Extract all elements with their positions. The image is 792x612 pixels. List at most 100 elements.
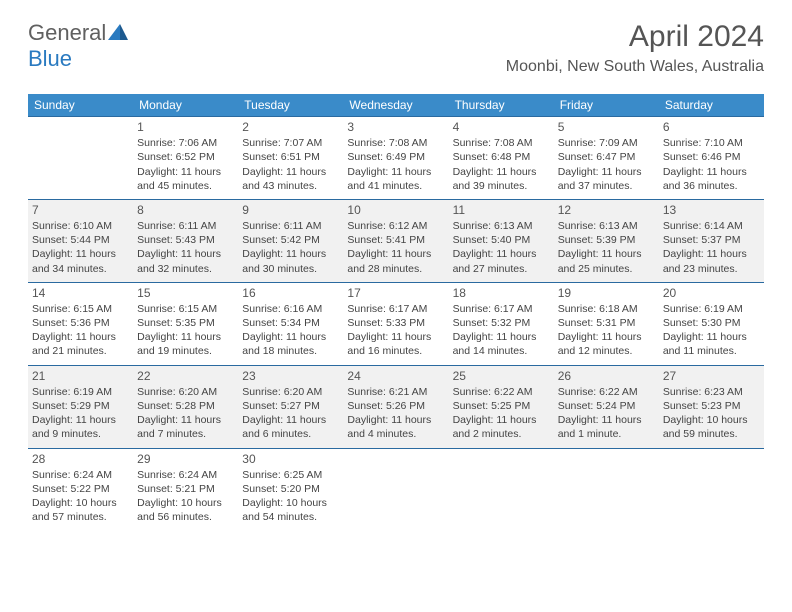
day-info-line: Daylight: 11 hours bbox=[453, 247, 550, 261]
day-info-line: and 18 minutes. bbox=[242, 344, 339, 358]
day-info-line: Sunrise: 6:25 AM bbox=[242, 468, 339, 482]
day-info-line: and 23 minutes. bbox=[663, 262, 760, 276]
day-info-line: and 39 minutes. bbox=[453, 179, 550, 193]
calendar-day-cell: 3Sunrise: 7:08 AMSunset: 6:49 PMDaylight… bbox=[343, 117, 448, 200]
day-info-line: Daylight: 10 hours bbox=[137, 496, 234, 510]
day-info-line: Sunrise: 6:12 AM bbox=[347, 219, 444, 233]
day-info-line: Daylight: 11 hours bbox=[242, 413, 339, 427]
day-info-line: and 19 minutes. bbox=[137, 344, 234, 358]
day-info-line: Sunset: 5:30 PM bbox=[663, 316, 760, 330]
day-info-line: and 54 minutes. bbox=[242, 510, 339, 524]
day-info-line: Sunrise: 6:20 AM bbox=[242, 385, 339, 399]
day-info-line: Daylight: 10 hours bbox=[32, 496, 129, 510]
month-title: April 2024 bbox=[506, 20, 764, 54]
day-info-line: Sunrise: 6:21 AM bbox=[347, 385, 444, 399]
calendar-day-cell: 14Sunrise: 6:15 AMSunset: 5:36 PMDayligh… bbox=[28, 282, 133, 365]
day-number: 18 bbox=[453, 285, 550, 301]
day-info-line: Sunset: 5:20 PM bbox=[242, 482, 339, 496]
calendar-body: 1Sunrise: 7:06 AMSunset: 6:52 PMDaylight… bbox=[28, 117, 764, 531]
day-info-line: Sunset: 6:49 PM bbox=[347, 150, 444, 164]
day-info-line: Daylight: 11 hours bbox=[558, 247, 655, 261]
day-info-line: Sunrise: 6:24 AM bbox=[32, 468, 129, 482]
day-info-line: Daylight: 11 hours bbox=[32, 413, 129, 427]
calendar-week: 1Sunrise: 7:06 AMSunset: 6:52 PMDaylight… bbox=[28, 117, 764, 200]
day-info-line: and 14 minutes. bbox=[453, 344, 550, 358]
day-number: 30 bbox=[242, 451, 339, 467]
day-info-line: Daylight: 11 hours bbox=[453, 330, 550, 344]
day-info-line: Sunset: 5:21 PM bbox=[137, 482, 234, 496]
day-info-line: Sunrise: 7:08 AM bbox=[453, 136, 550, 150]
day-info-line: Sunrise: 6:15 AM bbox=[137, 302, 234, 316]
day-info-line: Daylight: 11 hours bbox=[663, 247, 760, 261]
day-number: 5 bbox=[558, 119, 655, 135]
day-number: 3 bbox=[347, 119, 444, 135]
calendar-day-cell: 19Sunrise: 6:18 AMSunset: 5:31 PMDayligh… bbox=[554, 282, 659, 365]
day-info-line: and 12 minutes. bbox=[558, 344, 655, 358]
day-info-line: Daylight: 11 hours bbox=[663, 165, 760, 179]
calendar-day-cell: 5Sunrise: 7:09 AMSunset: 6:47 PMDaylight… bbox=[554, 117, 659, 200]
calendar-day-cell: 1Sunrise: 7:06 AMSunset: 6:52 PMDaylight… bbox=[133, 117, 238, 200]
day-number: 28 bbox=[32, 451, 129, 467]
day-info-line: Sunset: 6:51 PM bbox=[242, 150, 339, 164]
day-number: 7 bbox=[32, 202, 129, 218]
day-info-line: and 30 minutes. bbox=[242, 262, 339, 276]
day-info-line: Sunrise: 7:09 AM bbox=[558, 136, 655, 150]
calendar-day-cell: 21Sunrise: 6:19 AMSunset: 5:29 PMDayligh… bbox=[28, 365, 133, 448]
calendar-empty-cell bbox=[28, 117, 133, 200]
day-info-line: Sunset: 5:37 PM bbox=[663, 233, 760, 247]
day-info-line: Sunrise: 7:06 AM bbox=[137, 136, 234, 150]
day-info-line: Daylight: 11 hours bbox=[137, 247, 234, 261]
day-info-line: Sunrise: 6:11 AM bbox=[242, 219, 339, 233]
day-info-line: Daylight: 11 hours bbox=[242, 247, 339, 261]
day-info-line: and 43 minutes. bbox=[242, 179, 339, 193]
brand-part1: General bbox=[28, 20, 106, 46]
day-info-line: Sunset: 5:44 PM bbox=[32, 233, 129, 247]
day-info-line: and 4 minutes. bbox=[347, 427, 444, 441]
day-info-line: Sunset: 5:25 PM bbox=[453, 399, 550, 413]
calendar-day-cell: 18Sunrise: 6:17 AMSunset: 5:32 PMDayligh… bbox=[449, 282, 554, 365]
day-info-line: Daylight: 11 hours bbox=[347, 165, 444, 179]
day-header: Friday bbox=[554, 94, 659, 117]
day-info-line: and 28 minutes. bbox=[347, 262, 444, 276]
day-info-line: Sunrise: 6:19 AM bbox=[32, 385, 129, 399]
day-info-line: Sunset: 5:27 PM bbox=[242, 399, 339, 413]
day-info-line: Sunrise: 6:15 AM bbox=[32, 302, 129, 316]
day-info-line: Sunrise: 7:07 AM bbox=[242, 136, 339, 150]
day-info-line: Sunset: 5:31 PM bbox=[558, 316, 655, 330]
day-info-line: Sunrise: 6:10 AM bbox=[32, 219, 129, 233]
day-number: 21 bbox=[32, 368, 129, 384]
day-info-line: Sunset: 5:29 PM bbox=[32, 399, 129, 413]
day-info-line: Sunset: 6:47 PM bbox=[558, 150, 655, 164]
brand-logo: General bbox=[28, 20, 128, 46]
day-info-line: Sunrise: 7:10 AM bbox=[663, 136, 760, 150]
day-info-line: and 6 minutes. bbox=[242, 427, 339, 441]
day-info-line: and 45 minutes. bbox=[137, 179, 234, 193]
day-info-line: Daylight: 11 hours bbox=[242, 330, 339, 344]
calendar-day-cell: 4Sunrise: 7:08 AMSunset: 6:48 PMDaylight… bbox=[449, 117, 554, 200]
calendar-empty-cell bbox=[343, 448, 448, 530]
day-info-line: Daylight: 10 hours bbox=[242, 496, 339, 510]
brand-triangle-icon bbox=[108, 20, 128, 46]
day-header: Tuesday bbox=[238, 94, 343, 117]
day-info-line: Sunset: 5:43 PM bbox=[137, 233, 234, 247]
calendar-day-cell: 24Sunrise: 6:21 AMSunset: 5:26 PMDayligh… bbox=[343, 365, 448, 448]
day-info-line: and 2 minutes. bbox=[453, 427, 550, 441]
day-info-line: Sunset: 5:39 PM bbox=[558, 233, 655, 247]
calendar-empty-cell bbox=[554, 448, 659, 530]
calendar-day-cell: 10Sunrise: 6:12 AMSunset: 5:41 PMDayligh… bbox=[343, 199, 448, 282]
day-info-line: Daylight: 11 hours bbox=[32, 247, 129, 261]
calendar-day-cell: 7Sunrise: 6:10 AMSunset: 5:44 PMDaylight… bbox=[28, 199, 133, 282]
day-info-line: Daylight: 11 hours bbox=[558, 165, 655, 179]
day-info-line: Sunrise: 6:22 AM bbox=[558, 385, 655, 399]
day-info-line: Sunrise: 6:18 AM bbox=[558, 302, 655, 316]
day-info-line: Sunrise: 6:19 AM bbox=[663, 302, 760, 316]
day-info-line: Sunset: 5:42 PM bbox=[242, 233, 339, 247]
calendar-day-cell: 11Sunrise: 6:13 AMSunset: 5:40 PMDayligh… bbox=[449, 199, 554, 282]
day-header: Monday bbox=[133, 94, 238, 117]
day-info-line: Daylight: 11 hours bbox=[663, 330, 760, 344]
day-number: 14 bbox=[32, 285, 129, 301]
day-info-line: Daylight: 11 hours bbox=[32, 330, 129, 344]
day-number: 8 bbox=[137, 202, 234, 218]
calendar-day-cell: 8Sunrise: 6:11 AMSunset: 5:43 PMDaylight… bbox=[133, 199, 238, 282]
day-number: 24 bbox=[347, 368, 444, 384]
